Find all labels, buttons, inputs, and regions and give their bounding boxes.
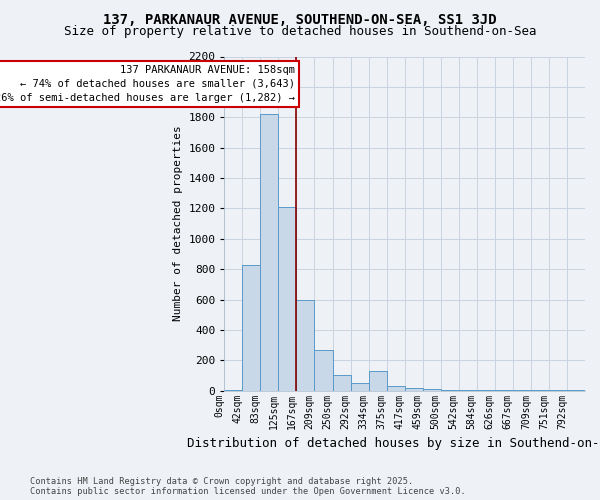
Bar <box>404 388 422 390</box>
Bar <box>260 114 278 390</box>
Text: Contains HM Land Registry data © Crown copyright and database right 2025.
Contai: Contains HM Land Registry data © Crown c… <box>30 476 466 496</box>
Bar <box>314 350 332 391</box>
Bar <box>422 389 441 390</box>
Bar <box>296 300 314 390</box>
Bar <box>386 386 404 390</box>
Bar <box>350 383 368 390</box>
Bar <box>368 371 386 390</box>
Bar <box>242 264 260 390</box>
Bar <box>332 376 350 390</box>
Text: Size of property relative to detached houses in Southend-on-Sea: Size of property relative to detached ho… <box>64 25 536 38</box>
Bar <box>278 207 296 390</box>
X-axis label: Distribution of detached houses by size in Southend-on-Sea: Distribution of detached houses by size … <box>187 437 600 450</box>
Y-axis label: Number of detached properties: Number of detached properties <box>173 126 183 322</box>
Text: 137 PARKANAUR AVENUE: 158sqm
← 74% of detached houses are smaller (3,643)
26% of: 137 PARKANAUR AVENUE: 158sqm ← 74% of de… <box>0 65 295 103</box>
Text: 137, PARKANAUR AVENUE, SOUTHEND-ON-SEA, SS1 3JD: 137, PARKANAUR AVENUE, SOUTHEND-ON-SEA, … <box>103 12 497 26</box>
